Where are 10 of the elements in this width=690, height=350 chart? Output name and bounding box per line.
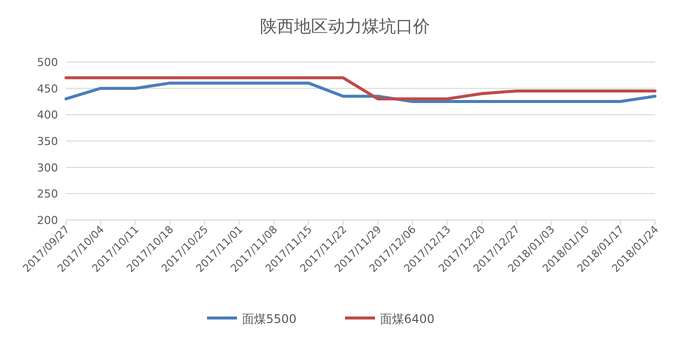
title: 陕西地区动力煤坑口价: [260, 17, 430, 37]
ytick: 450: [37, 82, 58, 96]
legend: 面煤6400: [380, 312, 435, 326]
ytick: 200: [37, 214, 58, 227]
ytick: 350: [37, 135, 58, 148]
ytick: 500: [37, 56, 58, 69]
ytick: 300: [37, 161, 58, 174]
ytick: 400: [37, 108, 58, 122]
ytick: 250: [37, 188, 58, 201]
legend: 面煤5500: [242, 312, 297, 326]
